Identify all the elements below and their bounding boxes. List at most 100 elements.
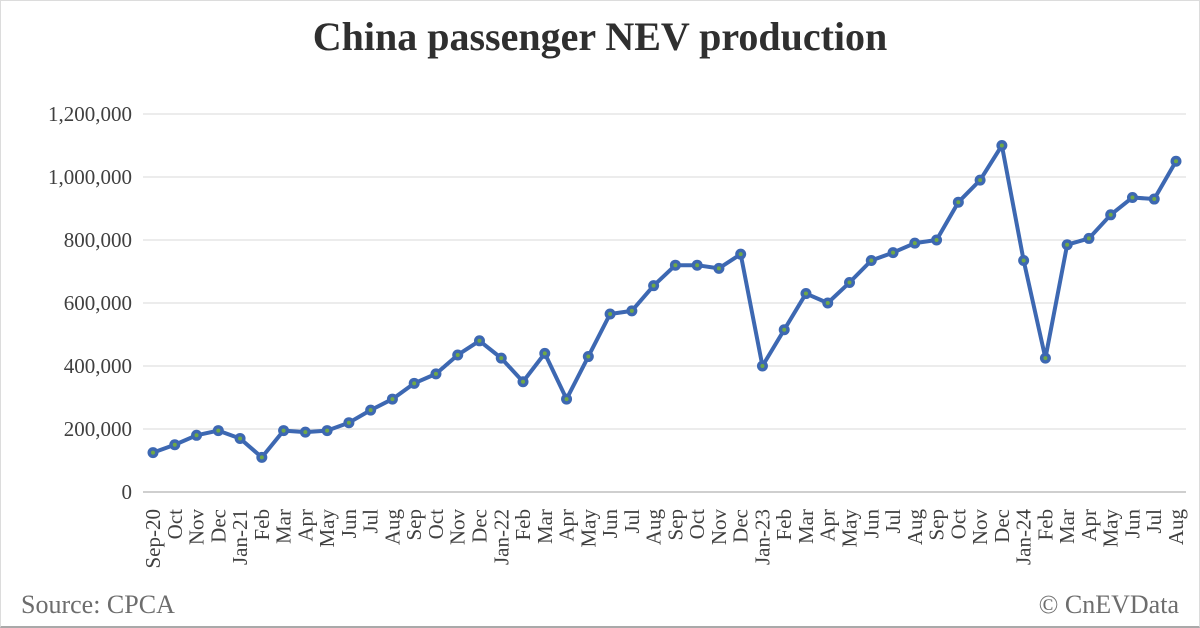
data-point-center [521, 379, 526, 384]
data-point-center [477, 338, 482, 343]
data-point-center [956, 200, 961, 205]
data-point-center [216, 428, 221, 433]
y-tick-label: 200,000 [64, 417, 132, 441]
data-point-center [586, 354, 591, 359]
data-point-center [1130, 195, 1135, 200]
data-point-center [194, 433, 199, 438]
data-point-center [564, 397, 569, 402]
x-tick-label: Apr [293, 509, 317, 542]
data-point-center [891, 250, 896, 255]
x-tick-label: Jun [859, 509, 883, 539]
x-tick-label: Jan-22 [489, 509, 513, 565]
data-point-center [368, 408, 373, 413]
x-tick-label: May [838, 509, 862, 548]
y-tick-label: 1,000,000 [48, 165, 132, 189]
x-tick-label: Aug [642, 509, 666, 546]
source-label: Source: CPCA [21, 590, 175, 619]
x-tick-label: Feb [511, 509, 535, 541]
x-tick-label: Nov [707, 509, 731, 546]
x-tick-label: May [1099, 509, 1123, 548]
data-point-center [695, 263, 700, 268]
series-line [151, 143, 1178, 460]
data-point-center [738, 252, 743, 257]
x-tick-label: Mar [272, 509, 296, 544]
x-tick-label: Mar [794, 509, 818, 544]
data-point-center [1108, 212, 1113, 217]
data-point-center [1086, 236, 1091, 241]
data-point-center [238, 436, 243, 441]
x-tick-label: May [315, 509, 339, 548]
x-tick-label: Dec [206, 509, 230, 543]
data-point-center [803, 291, 808, 296]
data-point-center [629, 308, 634, 313]
x-tick-label: Nov [968, 509, 992, 546]
y-tick-label: 0 [122, 480, 133, 504]
data-point-center [499, 356, 504, 361]
x-tick-label: Sep [663, 509, 687, 541]
x-tick-label: Dec [729, 509, 753, 543]
x-tick-label: Apr [1077, 509, 1101, 542]
data-point-center [825, 301, 830, 305]
data-point-center [346, 420, 351, 425]
data-point-center [782, 327, 787, 332]
x-tick-label: Jan-21 [228, 509, 252, 565]
x-tick-label: Oct [163, 509, 187, 539]
y-tick-label: 400,000 [64, 354, 132, 378]
data-point-center [608, 312, 613, 317]
data-point-center [847, 280, 852, 285]
x-tick-label: Dec [467, 509, 491, 543]
data-point-center [281, 428, 286, 433]
data-point-center [869, 258, 874, 263]
data-point-center [1043, 356, 1048, 361]
x-tick-label: Oct [424, 509, 448, 539]
x-tick-label: Dec [990, 509, 1014, 543]
x-tick-label: Oct [946, 509, 970, 539]
x-tick-label: Sep-20 [141, 509, 165, 569]
x-tick-label: Feb [250, 509, 274, 541]
x-tick-label: Apr [555, 509, 579, 542]
data-point-center [455, 352, 460, 357]
x-tick-label: Jul [1142, 509, 1166, 534]
x-tick-label: Nov [185, 509, 209, 546]
x-tick-label: Sep [402, 509, 426, 541]
data-point-center [716, 266, 721, 271]
data-point-center [999, 143, 1004, 148]
data-point-center [303, 430, 308, 435]
data-point-center [673, 263, 678, 268]
x-tick-label: Jan-24 [1012, 509, 1036, 565]
x-tick-label: Aug [1164, 509, 1188, 546]
data-point-center [651, 283, 656, 288]
data-point-center [1174, 159, 1178, 164]
x-tick-label: Jun [1120, 509, 1144, 539]
data-point-center [325, 428, 330, 433]
data-point-center [934, 238, 939, 242]
data-point-center [259, 455, 264, 460]
y-tick-label: 800,000 [64, 228, 132, 252]
x-tick-label: Mar [1055, 509, 1079, 544]
x-tick-label: Jul [359, 509, 383, 534]
data-point-center [433, 371, 438, 376]
x-tick-label: Jun [337, 509, 361, 539]
y-tick-label: 1,200,000 [48, 102, 132, 126]
x-tick-label: Apr [816, 509, 840, 542]
data-point-center [390, 397, 395, 402]
data-point-center [151, 450, 155, 455]
data-point-center [912, 241, 917, 246]
credit-label: © CnEVData [1038, 590, 1179, 619]
x-tick-label: Feb [1033, 509, 1057, 541]
y-tick-label: 600,000 [64, 291, 132, 315]
x-tick-label: Sep [925, 509, 949, 541]
x-tick-label: Mar [533, 509, 557, 544]
x-tick-label: Jun [598, 509, 622, 539]
x-tick-label: Jul [620, 509, 644, 534]
x-tick-label: May [576, 509, 600, 548]
chart-title: China passenger NEV production [312, 14, 888, 59]
data-point-center [1152, 197, 1157, 202]
x-tick-label: Jan-23 [750, 509, 774, 565]
data-point-center [1021, 258, 1026, 263]
x-tick-label: Aug [380, 509, 404, 546]
x-tick-label: Feb [772, 509, 796, 541]
data-point-center [412, 381, 417, 386]
x-tick-label: Nov [446, 509, 470, 546]
